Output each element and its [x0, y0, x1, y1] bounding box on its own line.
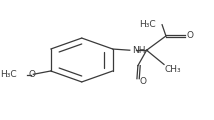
Text: O: O — [140, 78, 147, 87]
Text: CH₃: CH₃ — [165, 65, 182, 74]
Text: NH: NH — [132, 46, 146, 55]
Text: O: O — [186, 31, 193, 40]
Text: O: O — [29, 70, 36, 79]
Text: H₃C: H₃C — [139, 20, 155, 29]
Text: H₃C: H₃C — [0, 70, 17, 79]
